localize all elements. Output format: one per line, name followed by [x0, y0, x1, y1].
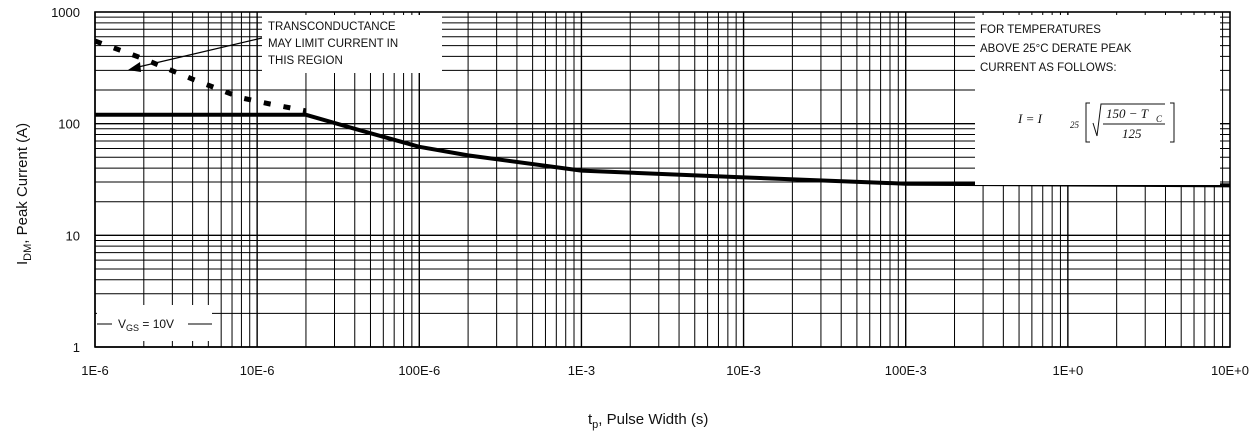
formula-radical: [1092, 103, 1165, 137]
y-tick-label: 1: [73, 340, 80, 355]
y-axis-title: IDM, Peak Current (A): [14, 123, 34, 265]
x-tick-label: 1E-3: [568, 363, 595, 378]
formula-denominator: 125: [1122, 126, 1142, 141]
transconductance-line-1: TRANSCONDUCTANCE: [268, 21, 396, 33]
transconductance-line-3: THIS REGION: [268, 55, 343, 67]
x-tick-label: 1E-6: [81, 363, 108, 378]
y-tick-label: 100: [58, 117, 80, 132]
y-tick-labels: 1 10 100 1000: [51, 5, 80, 355]
x-tick-label: 100E-3: [885, 363, 927, 378]
series-transconductance-limit: [94, 38, 307, 114]
formula-lhs: I = I: [1017, 111, 1043, 126]
vgs-label: VGS = 10V: [97, 305, 212, 341]
x-tick-label: 10E+0: [1211, 363, 1249, 378]
formula-numerator-subscript: C: [1156, 114, 1163, 124]
formula-right-bracket: [1170, 102, 1175, 143]
x-tick-label: 100E-6: [398, 363, 440, 378]
y-tick-label: 10: [66, 228, 80, 243]
x-axis-title: tp, Pulse Width (s): [588, 411, 708, 431]
y-tick-label: 1000: [51, 5, 80, 20]
transconductance-note-box: [262, 15, 442, 73]
formula-numerator: 150 − T: [1106, 106, 1149, 121]
annotation-arrow-line: [133, 37, 263, 69]
x-tick-label: 1E+0: [1052, 363, 1083, 378]
transconductance-note: TRANSCONDUCTANCE MAY LIMIT CURRENT IN TH…: [128, 15, 442, 73]
plot-frame: [94, 11, 1231, 348]
vgs-main: VGS = 10V: [118, 317, 174, 333]
formula-left-bracket: [1085, 102, 1090, 143]
derate-line-3: CURRENT AS FOLLOWS:: [980, 62, 1117, 74]
transconductance-line-2: MAY LIMIT CURRENT IN: [268, 38, 398, 50]
derate-line-2: ABOVE 25°C DERATE PEAK: [980, 43, 1132, 55]
annotation-arrowhead: [128, 62, 141, 72]
vgs-label-box: [97, 305, 212, 341]
derate-line-1: FOR TEMPERATURES: [980, 24, 1101, 36]
x-tick-label: 10E-3: [726, 363, 761, 378]
derate-formula: I = I 25 150 − T C 125: [1017, 102, 1175, 143]
x-tick-labels: 1E-6 10E-6 100E-6 1E-3 10E-3 100E-3 1E+0 10E+0: [81, 363, 1249, 378]
derate-note: FOR TEMPERATURES ABOVE 25°C DERATE PEAK …: [975, 15, 1220, 185]
x-tick-label: 10E-6: [240, 363, 275, 378]
formula-lhs-subscript: 25: [1070, 120, 1080, 130]
derate-note-box: [975, 15, 1220, 185]
